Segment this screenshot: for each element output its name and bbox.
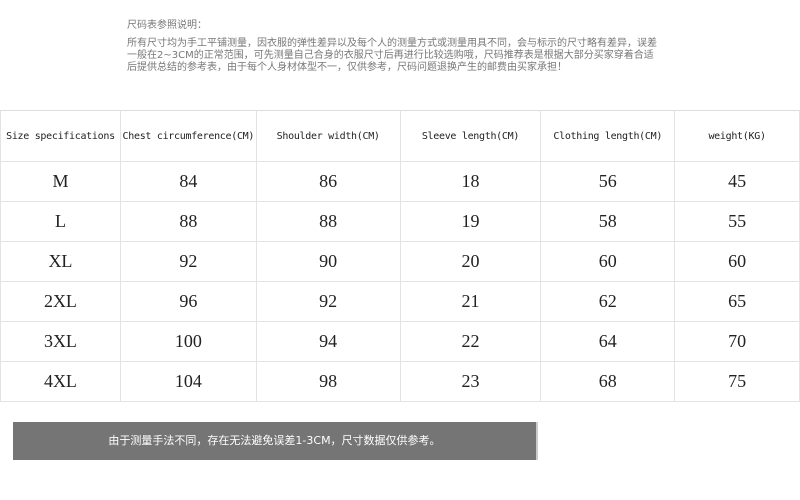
- table-cell: 100: [119, 321, 257, 362]
- table-cell: 88: [255, 201, 401, 242]
- table-cell: 18: [399, 161, 542, 202]
- size-table: Size specifications Chest circumference(…: [0, 110, 800, 402]
- table-cell: 3XL: [0, 321, 121, 362]
- table-cell: 23: [399, 361, 542, 402]
- table-cell: 94: [255, 321, 401, 362]
- table-row: XL 92 90 20 60 60: [0, 241, 800, 282]
- table-cell: 84: [119, 161, 257, 202]
- table-cell: 104: [119, 361, 257, 402]
- header-weight: weight(KG): [674, 110, 800, 162]
- table-cell: 55: [674, 201, 800, 242]
- header-sleeve: Sleeve length(CM): [399, 110, 542, 162]
- table-cell: 20: [399, 241, 542, 282]
- table-cell: 45: [674, 161, 800, 202]
- notes-line: 一般在2~3CM的正常范围，可先测量自己合身的衣服尺寸后再进行比较选购哦，尺码推…: [127, 50, 654, 61]
- header-size: Size specifications: [0, 110, 121, 162]
- header-length: Clothing length(CM): [540, 110, 676, 162]
- header-shoulder: Shoulder width(CM): [255, 110, 401, 162]
- table-row: 2XL 96 92 21 62 65: [0, 281, 800, 322]
- table-cell: 60: [540, 241, 676, 282]
- table-cell: XL: [0, 241, 121, 282]
- table-cell: 70: [674, 321, 800, 362]
- table-cell: 92: [119, 241, 257, 282]
- notes-title: 尺码表参照说明：: [127, 20, 207, 31]
- table-cell: 64: [540, 321, 676, 362]
- notes-line: 所有尺寸均为手工平铺测量，因衣服的弹性差异以及每个人的测量方式或测量用具不同，会…: [127, 38, 657, 49]
- table-cell: 86: [255, 161, 401, 202]
- size-chart-notes: 尺码表参照说明： 所有尺寸均为手工平铺测量，因衣服的弹性差异以及每个人的测量方式…: [127, 20, 672, 74]
- table-header-row: Size specifications Chest circumference(…: [0, 110, 800, 162]
- table-cell: 2XL: [0, 281, 121, 322]
- table-cell: 22: [399, 321, 542, 362]
- table-cell: 98: [255, 361, 401, 402]
- table-cell: 56: [540, 161, 676, 202]
- table-cell: 68: [540, 361, 676, 402]
- table-cell: 65: [674, 281, 800, 322]
- table-cell: 75: [674, 361, 800, 402]
- table-cell: 62: [540, 281, 676, 322]
- table-row: 3XL 100 94 22 64 70: [0, 321, 800, 362]
- table-cell: 58: [540, 201, 676, 242]
- table-cell: 21: [399, 281, 542, 322]
- header-chest: Chest circumference(CM): [119, 110, 257, 162]
- table-row: M 84 86 18 56 45: [0, 161, 800, 202]
- table-cell: 96: [119, 281, 257, 322]
- table-cell: M: [0, 161, 121, 202]
- footer-disclaimer: 由于测量手法不同，存在无法避免误差1-3CM，尺寸数据仅供参考。: [13, 422, 538, 460]
- table-cell: 88: [119, 201, 257, 242]
- notes-line: 后提供总结的参考表，由于每个人身材体型不一，仅供参考，尺码问题退换产生的邮费由买…: [127, 62, 567, 73]
- table-cell: 90: [255, 241, 401, 282]
- table-row: 4XL 104 98 23 68 75: [0, 361, 800, 402]
- table-cell: 4XL: [0, 361, 121, 402]
- table-cell: 60: [674, 241, 800, 282]
- table-cell: 19: [399, 201, 542, 242]
- table-cell: L: [0, 201, 121, 242]
- table-cell: 92: [255, 281, 401, 322]
- table-row: L 88 88 19 58 55: [0, 201, 800, 242]
